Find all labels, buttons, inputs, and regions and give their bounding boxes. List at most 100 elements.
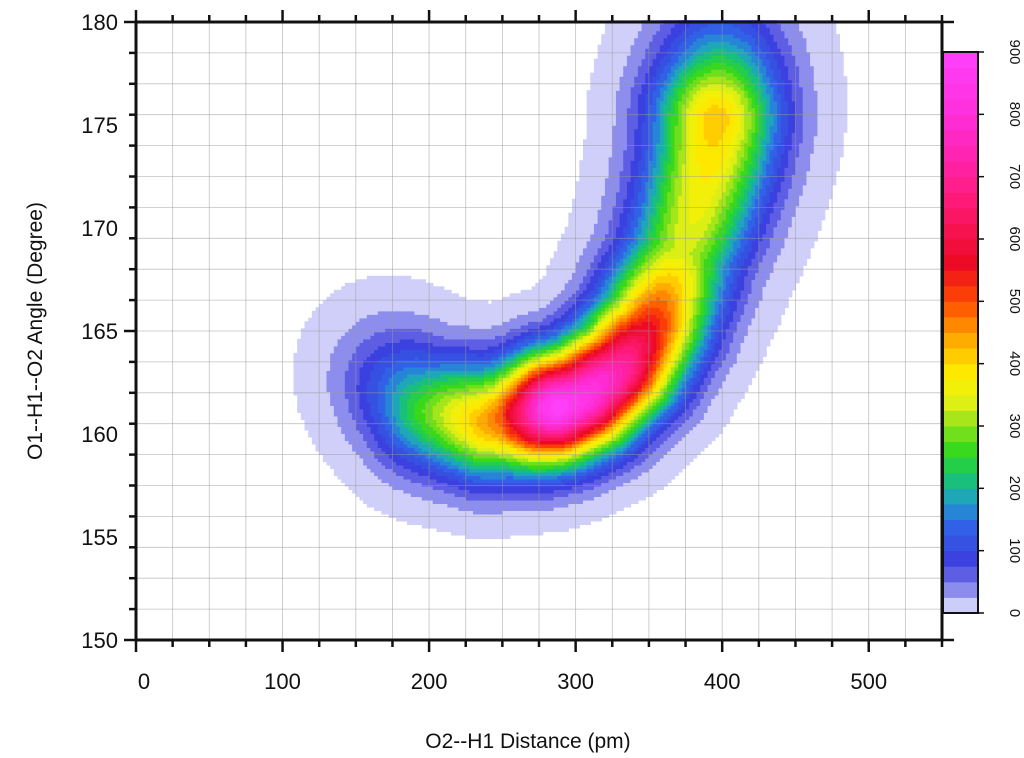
density-cell [549, 506, 555, 512]
density-cell [440, 321, 445, 326]
density-cell [568, 300, 573, 305]
density-cell [388, 321, 394, 326]
density-cell [513, 373, 518, 378]
density-cell [528, 496, 533, 501]
density-cell [557, 345, 562, 350]
density-cell [454, 398, 459, 403]
density-cell [440, 296, 445, 301]
density-cell [311, 345, 317, 350]
density-cell [458, 429, 463, 434]
density-cell [509, 321, 514, 326]
density-cell [557, 328, 562, 333]
density-cell [509, 447, 514, 452]
density-cell [344, 338, 350, 343]
density-cell [509, 471, 514, 476]
density-cell [465, 356, 470, 361]
density-cell [491, 517, 496, 522]
density-cell [330, 398, 335, 403]
density-cell [421, 380, 427, 385]
density-cell [557, 370, 562, 375]
density-cell [414, 324, 419, 329]
density-cell [469, 401, 474, 406]
density-cell [513, 443, 518, 448]
density-cell [480, 373, 485, 378]
density-cell [564, 520, 569, 526]
density-cell [484, 401, 489, 406]
density-cell [388, 387, 394, 392]
density-cell [392, 415, 397, 420]
density-cell [498, 503, 503, 508]
density-cell [487, 373, 492, 378]
density-cell [546, 482, 551, 487]
density-cell [322, 391, 328, 396]
density-cell [385, 377, 390, 382]
density-cell [571, 384, 577, 389]
density-cell [322, 457, 328, 462]
density-cell [476, 436, 481, 441]
density-cell [425, 317, 430, 322]
density-cell [539, 499, 544, 505]
density-cell [311, 352, 317, 357]
density-cell [359, 482, 364, 487]
density-cell [535, 405, 540, 410]
density-cell [542, 468, 547, 473]
density-cell [539, 524, 544, 529]
density-cell [374, 321, 379, 326]
density-cell [359, 419, 364, 424]
density-cell [363, 492, 368, 498]
density-cell [487, 489, 492, 494]
density-cell [366, 352, 372, 357]
density-cell [520, 457, 525, 462]
density-cell [440, 408, 445, 413]
density-cell [337, 419, 342, 424]
density-cell [469, 342, 474, 347]
density-cell [300, 377, 306, 382]
density-cell [447, 450, 452, 455]
density-cell [333, 289, 339, 294]
density-cell [513, 401, 518, 406]
density-cell [399, 310, 405, 315]
density-cell [410, 321, 416, 326]
density-cell [374, 394, 379, 399]
density-cell [414, 331, 419, 336]
density-cell [513, 531, 518, 536]
density-cell [454, 440, 459, 445]
density-cell [480, 391, 485, 396]
density-cell [542, 506, 547, 512]
density-cell [491, 513, 496, 519]
density-cell [484, 394, 489, 399]
density-cell [465, 324, 470, 329]
density-cell [535, 499, 540, 505]
density-cell [352, 464, 357, 469]
density-cell [465, 450, 470, 455]
density-cell [341, 464, 346, 469]
density-cell [535, 440, 540, 445]
density-cell [462, 429, 467, 434]
density-cell [355, 314, 361, 319]
density-cell [539, 457, 544, 462]
density-cell [348, 475, 353, 480]
density-cell [495, 475, 500, 480]
density-cell [399, 282, 405, 287]
density-cell [418, 380, 423, 385]
density-cell [553, 415, 558, 420]
density-cell [352, 447, 357, 452]
density-cell [458, 531, 463, 536]
density-cell [451, 471, 456, 476]
density-cell [418, 489, 423, 494]
density-cell [370, 307, 375, 312]
density-cell [315, 415, 320, 420]
density-cell [539, 384, 544, 389]
density-cell [337, 335, 342, 340]
density-cell [396, 349, 401, 354]
density-cell [436, 475, 441, 480]
density-cell [528, 335, 533, 340]
density-cell [425, 433, 430, 438]
density-cell [454, 356, 459, 361]
density-cell [326, 363, 331, 368]
density-cell [322, 377, 328, 382]
density-cell [429, 482, 434, 487]
density-cell [311, 317, 317, 322]
density-cell [571, 293, 577, 298]
density-cell [410, 331, 416, 336]
